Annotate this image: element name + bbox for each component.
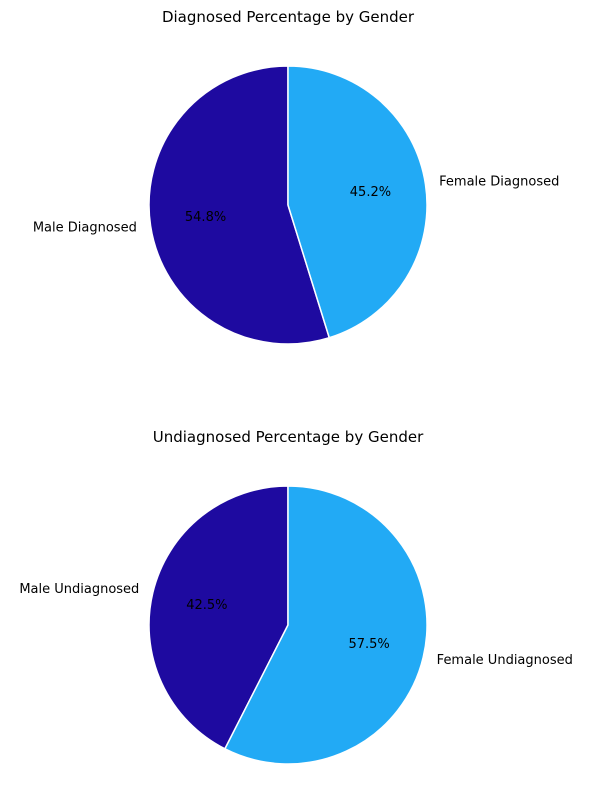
- slice-label: Female Undiagnosed: [437, 653, 573, 668]
- chart-title: Diagnosed Percentage by Gender: [162, 8, 415, 26]
- chart-title: Undiagnosed Percentage by Gender: [153, 428, 424, 446]
- pie-labels: Male Diagnosed 54.8% Female Diagnosed 45.2%: [33, 175, 560, 236]
- slice-percent-label: 45.2%: [350, 185, 391, 200]
- slice-label: Male Undiagnosed: [19, 582, 139, 597]
- slice-percent-label: 57.5%: [348, 637, 389, 652]
- pie-slices: [148, 65, 428, 345]
- pie-slices: [148, 485, 428, 765]
- pie-chart-diagnosed: Diagnosed Percentage by Gender Male Diag…: [33, 8, 560, 345]
- slice-percent-label: 42.5%: [186, 598, 227, 613]
- pie-slice-male-diagnosed: [148, 65, 331, 345]
- pie-slice-female-undiagnosed: [224, 485, 428, 765]
- pie-labels: Male Undiagnosed 42.5% Female Undiagnosed 5…: [19, 582, 573, 668]
- slice-label: Male Diagnosed: [33, 220, 137, 235]
- pie-slice-female-diagnosed: [287, 65, 428, 339]
- pie-slice-male-undiagnosed: [148, 485, 289, 750]
- pie-chart-undiagnosed: Undiagnosed Percentage by Gender Male Un…: [19, 428, 573, 765]
- slice-percent-label: 54.8%: [185, 210, 226, 225]
- slice-label: Female Diagnosed: [439, 175, 559, 190]
